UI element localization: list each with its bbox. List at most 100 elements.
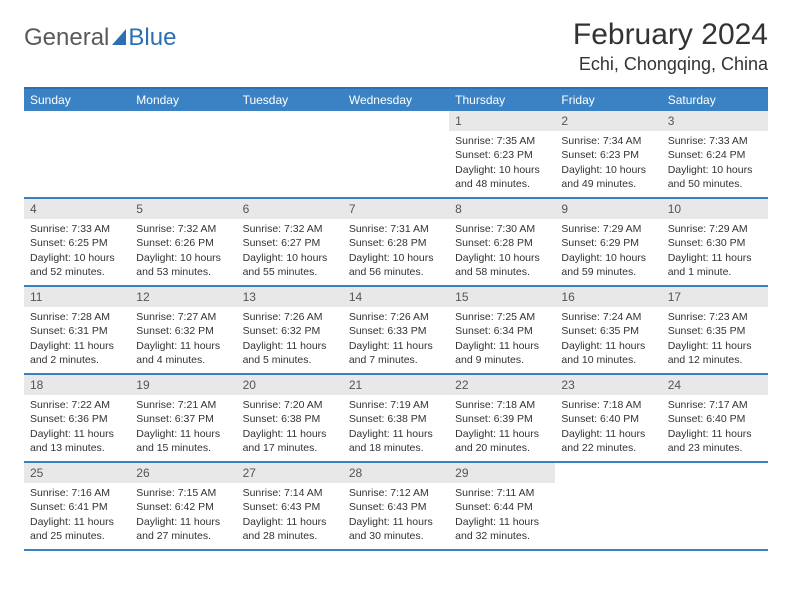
calendar-cell: 18Sunrise: 7:22 AMSunset: 6:36 PMDayligh… [24,375,130,461]
calendar-cell [237,111,343,197]
sunrise-text: Sunrise: 7:11 AM [455,486,549,500]
calendar-cell: 5Sunrise: 7:32 AMSunset: 6:26 PMDaylight… [130,199,236,285]
sunset-text: Sunset: 6:43 PM [349,500,443,514]
sunrise-text: Sunrise: 7:12 AM [349,486,443,500]
cell-body: Sunrise: 7:11 AMSunset: 6:44 PMDaylight:… [449,483,555,549]
cell-body: Sunrise: 7:14 AMSunset: 6:43 PMDaylight:… [237,483,343,549]
sunset-text: Sunset: 6:23 PM [455,148,549,162]
sunrise-text: Sunrise: 7:32 AM [243,222,337,236]
calendar-cell: 4Sunrise: 7:33 AMSunset: 6:25 PMDaylight… [24,199,130,285]
calendar-week: 18Sunrise: 7:22 AMSunset: 6:36 PMDayligh… [24,375,768,463]
title-block: February 2024 Echi, Chongqing, China [573,18,768,75]
sunset-text: Sunset: 6:35 PM [668,324,762,338]
sunrise-text: Sunrise: 7:24 AM [561,310,655,324]
sunset-text: Sunset: 6:39 PM [455,412,549,426]
daylight-text: Daylight: 11 hours and 15 minutes. [136,427,230,455]
calendar-cell: 28Sunrise: 7:12 AMSunset: 6:43 PMDayligh… [343,463,449,549]
day-number: 20 [237,375,343,395]
daylight-text: Daylight: 11 hours and 5 minutes. [243,339,337,367]
sunset-text: Sunset: 6:41 PM [30,500,124,514]
cell-body: Sunrise: 7:35 AMSunset: 6:23 PMDaylight:… [449,131,555,197]
day-number: 15 [449,287,555,307]
cell-body: Sunrise: 7:29 AMSunset: 6:29 PMDaylight:… [555,219,661,285]
day-number: 1 [449,111,555,131]
daylight-text: Daylight: 11 hours and 10 minutes. [561,339,655,367]
cell-body: Sunrise: 7:18 AMSunset: 6:39 PMDaylight:… [449,395,555,461]
sunset-text: Sunset: 6:29 PM [561,236,655,250]
sunrise-text: Sunrise: 7:15 AM [136,486,230,500]
sunrise-text: Sunrise: 7:23 AM [668,310,762,324]
calendar-cell: 11Sunrise: 7:28 AMSunset: 6:31 PMDayligh… [24,287,130,373]
sunset-text: Sunset: 6:32 PM [243,324,337,338]
daylight-text: Daylight: 10 hours and 52 minutes. [30,251,124,279]
cell-body: Sunrise: 7:17 AMSunset: 6:40 PMDaylight:… [662,395,768,461]
calendar-cell: 2Sunrise: 7:34 AMSunset: 6:23 PMDaylight… [555,111,661,197]
daylight-text: Daylight: 10 hours and 49 minutes. [561,163,655,191]
cell-body: Sunrise: 7:30 AMSunset: 6:28 PMDaylight:… [449,219,555,285]
calendar-cell [555,463,661,549]
sunrise-text: Sunrise: 7:32 AM [136,222,230,236]
day-number: 18 [24,375,130,395]
calendar-week: 25Sunrise: 7:16 AMSunset: 6:41 PMDayligh… [24,463,768,551]
daylight-text: Daylight: 11 hours and 7 minutes. [349,339,443,367]
cell-body: Sunrise: 7:26 AMSunset: 6:33 PMDaylight:… [343,307,449,373]
sunrise-text: Sunrise: 7:19 AM [349,398,443,412]
cell-body: Sunrise: 7:15 AMSunset: 6:42 PMDaylight:… [130,483,236,549]
day-number: 2 [555,111,661,131]
calendar: Sunday Monday Tuesday Wednesday Thursday… [24,87,768,551]
brand-general: General [24,24,109,52]
sunrise-text: Sunrise: 7:35 AM [455,134,549,148]
calendar-cell: 1Sunrise: 7:35 AMSunset: 6:23 PMDaylight… [449,111,555,197]
sunset-text: Sunset: 6:33 PM [349,324,443,338]
calendar-cell: 10Sunrise: 7:29 AMSunset: 6:30 PMDayligh… [662,199,768,285]
sunset-text: Sunset: 6:42 PM [136,500,230,514]
sunrise-text: Sunrise: 7:27 AM [136,310,230,324]
sunset-text: Sunset: 6:36 PM [30,412,124,426]
calendar-cell: 23Sunrise: 7:18 AMSunset: 6:40 PMDayligh… [555,375,661,461]
weekday-sun: Sunday [24,89,130,111]
calendar-cell: 9Sunrise: 7:29 AMSunset: 6:29 PMDaylight… [555,199,661,285]
day-number: 13 [237,287,343,307]
month-title: February 2024 [573,18,768,52]
calendar-cell: 21Sunrise: 7:19 AMSunset: 6:38 PMDayligh… [343,375,449,461]
weekday-mon: Monday [130,89,236,111]
day-number: 24 [662,375,768,395]
sunrise-text: Sunrise: 7:33 AM [668,134,762,148]
day-number: 27 [237,463,343,483]
daylight-text: Daylight: 10 hours and 53 minutes. [136,251,230,279]
cell-body: Sunrise: 7:16 AMSunset: 6:41 PMDaylight:… [24,483,130,549]
day-number: 4 [24,199,130,219]
cell-body: Sunrise: 7:34 AMSunset: 6:23 PMDaylight:… [555,131,661,197]
cell-body: Sunrise: 7:27 AMSunset: 6:32 PMDaylight:… [130,307,236,373]
calendar-cell: 6Sunrise: 7:32 AMSunset: 6:27 PMDaylight… [237,199,343,285]
calendar-cell: 14Sunrise: 7:26 AMSunset: 6:33 PMDayligh… [343,287,449,373]
sunrise-text: Sunrise: 7:29 AM [561,222,655,236]
weekday-tue: Tuesday [237,89,343,111]
weekday-fri: Friday [555,89,661,111]
calendar-cell: 20Sunrise: 7:20 AMSunset: 6:38 PMDayligh… [237,375,343,461]
cell-body [662,467,768,476]
cell-body: Sunrise: 7:20 AMSunset: 6:38 PMDaylight:… [237,395,343,461]
cell-body: Sunrise: 7:32 AMSunset: 6:26 PMDaylight:… [130,219,236,285]
day-number: 7 [343,199,449,219]
day-number: 29 [449,463,555,483]
sunrise-text: Sunrise: 7:31 AM [349,222,443,236]
sunrise-text: Sunrise: 7:28 AM [30,310,124,324]
sunrise-text: Sunrise: 7:34 AM [561,134,655,148]
calendar-cell: 13Sunrise: 7:26 AMSunset: 6:32 PMDayligh… [237,287,343,373]
sunset-text: Sunset: 6:28 PM [349,236,443,250]
location-subtitle: Echi, Chongqing, China [573,54,768,75]
cell-body: Sunrise: 7:12 AMSunset: 6:43 PMDaylight:… [343,483,449,549]
brand-logo: General Blue [24,24,176,52]
day-number: 23 [555,375,661,395]
sunrise-text: Sunrise: 7:18 AM [455,398,549,412]
calendar-cell: 27Sunrise: 7:14 AMSunset: 6:43 PMDayligh… [237,463,343,549]
daylight-text: Daylight: 11 hours and 25 minutes. [30,515,124,543]
brand-blue: Blue [128,24,176,52]
daylight-text: Daylight: 11 hours and 13 minutes. [30,427,124,455]
calendar-cell: 26Sunrise: 7:15 AMSunset: 6:42 PMDayligh… [130,463,236,549]
calendar-cell: 22Sunrise: 7:18 AMSunset: 6:39 PMDayligh… [449,375,555,461]
cell-body: Sunrise: 7:22 AMSunset: 6:36 PMDaylight:… [24,395,130,461]
calendar-cell: 29Sunrise: 7:11 AMSunset: 6:44 PMDayligh… [449,463,555,549]
daylight-text: Daylight: 11 hours and 22 minutes. [561,427,655,455]
